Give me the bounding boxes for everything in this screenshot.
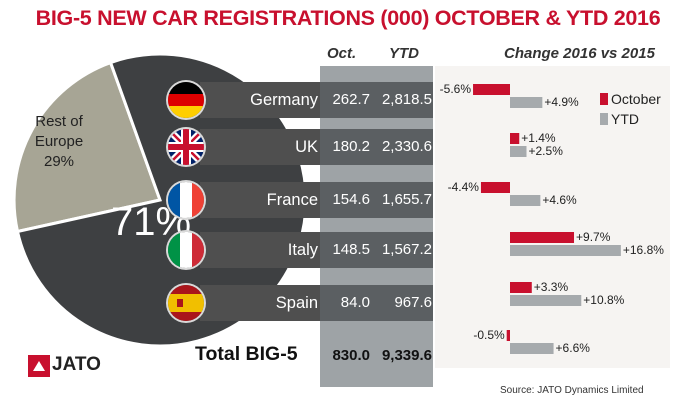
ytd-value-france: 1,655.7 [381,191,432,208]
jato-logo: JATO [28,354,118,378]
ytd-label-spain: +10.8% [583,293,624,307]
oct-value-uk: 180.2 [332,138,370,155]
ytd-label-total: +6.6% [556,341,591,355]
oct-value-spain: 84.0 [340,294,370,311]
header-change: Change 2016 vs 2015 [504,45,655,62]
jato-logo-icon [28,355,50,377]
pie-rest-label: Rest of Europe 29% [18,112,100,172]
row-band-germany [320,82,433,118]
ytd-value-uk: 2,330.6 [381,138,432,155]
row-label-italy: Italy [200,232,320,268]
ytd-label-france: +4.6% [542,193,577,207]
october-label-spain: +3.3% [534,280,569,294]
change-panel [435,66,670,368]
row-label-germany: Germany [200,82,320,118]
row-label-spain: Spain [200,285,320,321]
row-label-france: France [200,182,320,218]
ytd-label-germany: +4.9% [544,95,579,109]
pie-rest-line2: Europe [34,133,84,150]
pie-slice-rest [12,60,162,234]
october-label-france: -4.4% [448,180,480,194]
uk-flag-icon [168,129,204,165]
ytd-label-uk: +2.5% [529,144,564,158]
row-band-italy [320,232,433,268]
legend-label-ytd: YTD [611,111,639,127]
october-label-total: -0.5% [473,328,505,342]
october-label-italy: +9.7% [576,230,611,244]
october-bar-italy [510,232,575,243]
ytd-bar-uk [510,146,527,157]
oct-value-france: 154.6 [332,191,370,208]
legend-swatch-ytd [600,113,608,125]
numbers-panel [320,66,433,387]
chart-title: BIG-5 NEW CAR REGISTRATIONS (000) OCTOBE… [35,6,661,30]
ytd-bar-france [510,195,541,206]
ytd-bar-germany [510,97,543,108]
header-ytd: YTD [389,45,419,62]
germany-flag-icon [168,82,204,118]
row-label-uk: UK [200,129,320,165]
jato-logo-text: JATO [52,354,101,375]
oct-value-germany: 262.7 [332,91,370,108]
ytd-value-germany: 2,818.5 [381,91,432,108]
source-note: Source: JATO Dynamics Limited [500,385,644,396]
ytd-bar-total [510,343,554,354]
ytd-value-spain: 967.6 [394,294,432,311]
october-bar-total [506,330,510,341]
legend-label-october: October [611,91,661,107]
pie-slice-big5 [15,52,308,348]
row-band-spain [320,285,433,321]
row-band-uk [320,129,433,165]
ytd-bar-italy [510,245,621,256]
ytd-label-italy: +16.8% [623,243,664,257]
october-label-germany: -5.6% [440,82,472,96]
october-bar-germany [473,84,510,95]
france-flag-icon [168,182,204,218]
pie-rest-line1: Rest of [35,113,83,130]
total-ytd-value: 9,339.6 [381,347,432,364]
spain-flag-icon [168,285,204,321]
row-band-france [320,182,433,218]
october-bar-france [480,182,510,193]
total-oct-value: 830.0 [332,347,370,364]
italy-flag-icon [168,232,204,268]
ytd-bar-spain [510,295,582,306]
pie-rest-pct: 29% [43,153,75,170]
total-label: Total BIG-5 [195,343,298,365]
header-oct: Oct. [327,45,357,62]
october-label-uk: +1.4% [521,131,556,145]
ytd-value-italy: 1,567.2 [381,241,432,258]
legend-swatch-october [600,93,608,105]
october-bar-uk [510,133,520,144]
oct-value-italy: 148.5 [332,241,370,258]
october-bar-spain [510,282,532,293]
